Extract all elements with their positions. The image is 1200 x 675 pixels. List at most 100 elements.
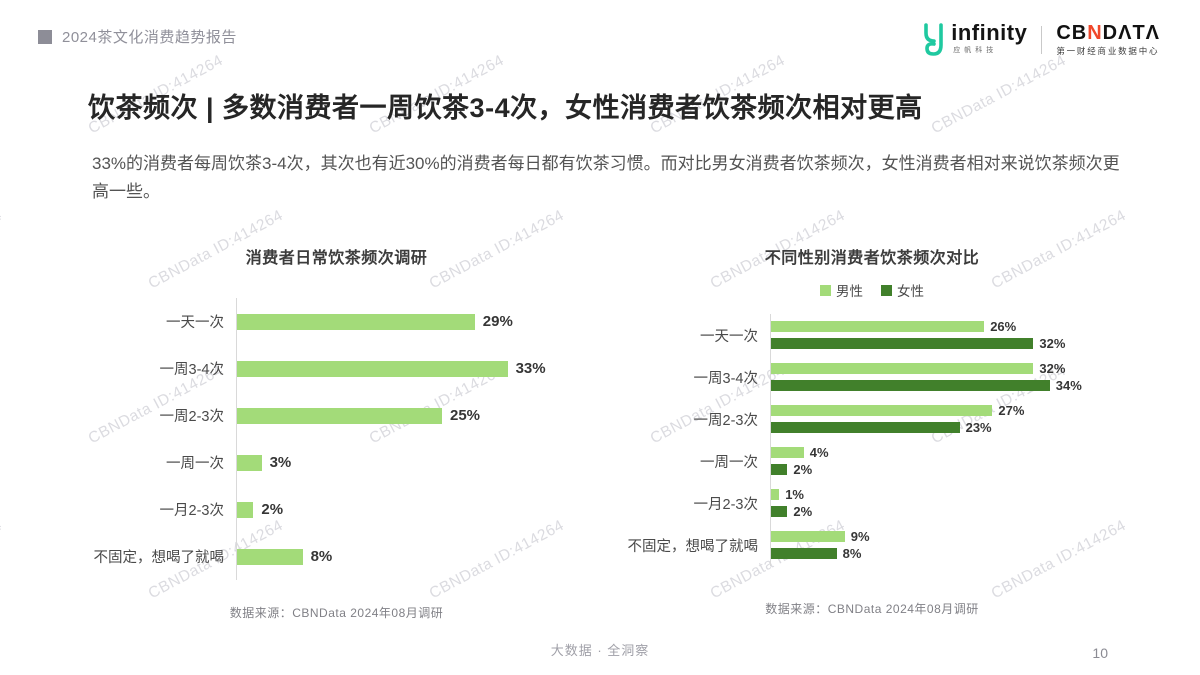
bar-area: 25% [236, 392, 585, 439]
value-bar [771, 489, 780, 500]
value-bar [237, 313, 475, 330]
infinity-logo-subtext: 应帆科技 [953, 47, 998, 54]
value-bar [771, 338, 1034, 349]
category-label: 一周2-3次 [693, 412, 758, 429]
value-label: 8% [310, 548, 333, 565]
bar-line: 33% [237, 360, 585, 377]
category-label: 一周3-4次 [693, 370, 758, 387]
bar-line: 29% [237, 313, 585, 330]
data-source-note: 数据来源：CBNData 2024年08月调研 [229, 606, 444, 620]
logo-group: infinity 应帆科技 CBNDΛTΛ 第一财经商业数据中心 [921, 22, 1160, 57]
footer-slogan: 大数据 · 全洞察 [550, 643, 650, 658]
value-bar [771, 464, 788, 475]
report-tag: 2024茶文化消费趋势报告 [38, 26, 237, 47]
bar-line: 8% [771, 546, 1122, 561]
chart-row: 一周一次 3% [88, 439, 585, 486]
chart-row: 不固定，想喝了就喝 9% 8% [622, 524, 1122, 566]
chart-daily-frequency: 消费者日常饮茶频次调研 一天一次 29% 一周3-4次 33% 一周2-3次 25% 一周一… [88, 244, 585, 621]
bar-line: 32% [771, 361, 1122, 376]
category-label: 一周一次 [700, 454, 758, 471]
value-label: 32% [1039, 336, 1066, 351]
bar-line: 23% [771, 420, 1122, 435]
page-title: 饮茶频次 | 多数消费者一周饮茶3-4次，女性消费者饮茶频次相对更高 [88, 93, 923, 123]
data-source-note: 数据来源：CBNData 2024年08月调研 [765, 602, 979, 616]
chart-row: 一天一次 26% 32% [622, 314, 1122, 356]
value-label: 1% [785, 487, 804, 502]
chart-row: 一周3-4次 33% [88, 345, 585, 392]
chart-row: 一天一次 29% [88, 298, 585, 345]
value-label: 9% [850, 529, 870, 544]
category-label: 一周2-3次 [159, 409, 224, 425]
category-label: 一天一次 [166, 315, 224, 331]
value-bar [771, 363, 1034, 374]
legend-item-male: 男性 [820, 280, 863, 300]
page-description: 33%的消费者每周饮茶3-4次，其次也有近30%的消费者每日都有饮茶习惯。而对比… [92, 154, 1120, 201]
value-bar [237, 454, 262, 471]
chart-row: 一周2-3次 27% 23% [622, 398, 1122, 440]
chart-legend: 男性 女性 [622, 280, 1122, 300]
bar-area: 3% [236, 439, 585, 486]
bar-area: 4% 2% [770, 440, 1122, 482]
value-label: 34% [1055, 378, 1082, 393]
chart-row: 一月2-3次 1% 2% [622, 482, 1122, 524]
legend-swatch-male [820, 284, 831, 296]
value-label: 25% [450, 407, 481, 424]
page-number: 10 [1092, 645, 1108, 661]
legend-label-female: 女性 [897, 284, 924, 299]
logo-divider [1041, 25, 1043, 54]
bar-line: 34% [771, 378, 1122, 393]
bar-line: 9% [771, 529, 1122, 544]
bar-area: 1% 2% [770, 482, 1122, 524]
value-bar [771, 380, 1050, 391]
bar-line: 2% [771, 504, 1122, 519]
chart-gender-comparison: 不同性别消费者饮茶频次对比 男性 女性 一天一次 26% 32% 一周3-4次 32% 3… [622, 244, 1122, 617]
bar-line: 2% [771, 462, 1122, 477]
bar-line: 4% [771, 445, 1122, 460]
legend-swatch-female [881, 284, 892, 296]
chart-title: 消费者日常饮茶频次调研 [245, 250, 428, 267]
value-bar [771, 506, 788, 517]
chart-row: 一周3-4次 32% 34% [622, 356, 1122, 398]
bar-line: 2% [237, 501, 585, 518]
bar-area: 27% 23% [770, 398, 1122, 440]
value-label: 8% [842, 546, 862, 561]
bar-line: 32% [771, 336, 1122, 351]
value-bar [237, 501, 254, 518]
value-label: 27% [998, 403, 1025, 418]
bar-line: 25% [237, 407, 585, 424]
chart-row: 不固定，想喝了就喝 8% [88, 533, 585, 580]
value-label: 33% [515, 360, 546, 377]
value-label: 2% [793, 504, 813, 519]
category-label: 一月2-3次 [693, 496, 758, 513]
bar-area: 29% [236, 298, 585, 345]
bar-line: 27% [771, 403, 1122, 418]
infinity-y-icon [924, 23, 944, 56]
cbndata-logo: CBNDΛTΛ 第一财经商业数据中心 [1056, 23, 1160, 56]
bar-line: 8% [237, 548, 585, 565]
infinity-logo-text: infinity [951, 20, 1028, 45]
value-bar [771, 422, 960, 433]
category-label: 一周一次 [166, 456, 224, 472]
category-label: 不固定，想喝了就喝 [627, 538, 759, 555]
value-bar [771, 548, 837, 559]
cbndata-logo-text: CBNDΛTΛ [1056, 22, 1160, 45]
bar-area: 9% 8% [770, 524, 1122, 566]
bar-area: 33% [236, 345, 585, 392]
square-bullet-icon [38, 29, 52, 44]
chart-row: 一周一次 4% 2% [622, 440, 1122, 482]
value-bar [237, 407, 442, 424]
chart-rows: 一天一次 29% 一周3-4次 33% 一周2-3次 25% 一周一次 3% 一月2-3次 2% 不… [88, 298, 585, 580]
header: 2024茶文化消费趋势报告 infinity 应帆科技 CBNDΛTΛ [38, 22, 1160, 57]
bar-area: 2% [236, 486, 585, 533]
chart-row: 一月2-3次 2% [88, 486, 585, 533]
bar-line: 26% [771, 319, 1122, 334]
report-title: 2024茶文化消费趋势报告 [62, 29, 237, 46]
bar-area: 32% 34% [770, 356, 1122, 398]
legend-label-male: 男性 [836, 284, 863, 299]
value-label: 2% [793, 462, 813, 477]
bar-area: 26% 32% [770, 314, 1122, 356]
value-label: 26% [990, 319, 1017, 334]
category-label: 不固定，想喝了就喝 [93, 550, 225, 566]
cbndata-n-glyph: N [1087, 22, 1103, 45]
